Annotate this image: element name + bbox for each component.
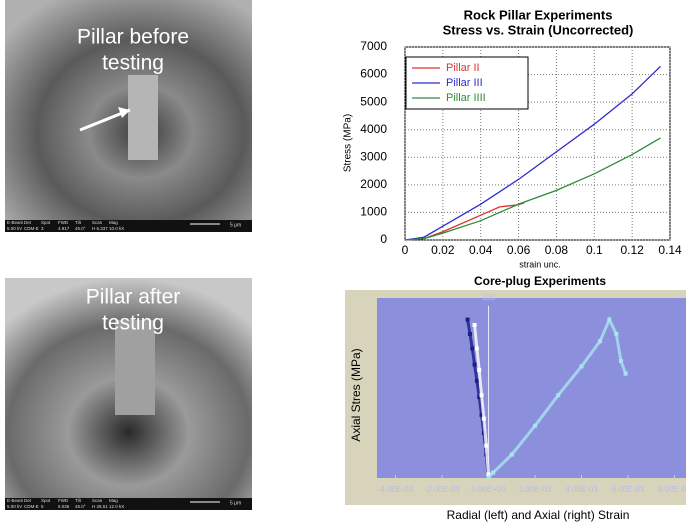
- point: [487, 476, 491, 480]
- info-header: Det: [24, 220, 32, 225]
- x-tick-label: 0.00E+00: [471, 485, 506, 494]
- chart-title: Core-plug Experiments: [474, 274, 606, 288]
- info-value: 45.0°: [75, 504, 86, 509]
- info-header: Scan: [92, 498, 103, 503]
- scale-label: 5 μm: [230, 222, 241, 228]
- info-header: Scan: [92, 220, 103, 225]
- info-header: Spot: [41, 220, 51, 225]
- y-tick-label: 0: [380, 232, 387, 246]
- point: [556, 393, 560, 397]
- info-header: Tilt: [75, 220, 82, 225]
- info-value: 5.00 kV: [7, 504, 22, 509]
- y-tick-label: 2000: [360, 177, 387, 191]
- point: [533, 424, 537, 428]
- info-value: 45.0°: [75, 226, 86, 231]
- x-tick-label: 0.1: [586, 243, 603, 257]
- x-tick-label: 2.00E-03: [519, 485, 552, 494]
- point: [579, 364, 583, 368]
- y-tick-label: 1000: [360, 205, 387, 219]
- point: [598, 339, 602, 343]
- info-value: 4.917: [58, 226, 70, 231]
- point: [619, 359, 623, 363]
- point: [473, 363, 477, 367]
- x-tick-label: -4.00E-03: [378, 485, 414, 494]
- legend-label: Pillar IIII: [446, 92, 486, 104]
- info-value: 5.036: [58, 504, 70, 509]
- y-tick-label: 6000: [360, 67, 387, 81]
- point: [624, 372, 628, 376]
- y-tick-label: 3000: [360, 149, 387, 163]
- info-header: Spot: [41, 498, 51, 503]
- x-tick-label: 6.00E-03: [612, 485, 645, 494]
- pillar: [128, 75, 158, 160]
- x-tick-label: 4.00E-03: [565, 485, 598, 494]
- point: [475, 346, 479, 350]
- caption: testing: [102, 52, 164, 75]
- x-axis-label: Radial (left) and Axial (right) Strain: [447, 508, 630, 522]
- scale-label: 5 μm: [230, 500, 241, 506]
- y-axis-label: Stress (MPa): [343, 114, 354, 172]
- caption: Pillar after: [86, 286, 181, 309]
- point: [484, 444, 488, 448]
- series-line: [405, 203, 524, 240]
- info-header: FWD: [58, 220, 69, 225]
- info-header: Tilt: [75, 498, 82, 503]
- x-tick-label: -2.00E-03: [424, 485, 460, 494]
- x-tick-label: 8.00E-03: [658, 485, 686, 494]
- x-axis-label: strain unc.: [519, 259, 561, 269]
- x-tick-label: 0.12: [620, 243, 644, 257]
- info-header: Mag: [109, 220, 118, 225]
- chart-title: Rock Pillar Experiments: [464, 7, 613, 22]
- point: [607, 318, 611, 322]
- info-header: E-Beam: [7, 498, 24, 503]
- point: [473, 323, 477, 327]
- legend-label: Pillar II: [446, 62, 480, 74]
- y-tick-label: 100: [482, 293, 496, 302]
- x-tick-label: 0.08: [545, 243, 569, 257]
- x-tick-label: 0: [402, 243, 409, 257]
- point: [466, 318, 470, 322]
- point: [468, 332, 472, 336]
- x-tick-label: 0.14: [658, 243, 682, 257]
- x-tick-label: 0.02: [431, 243, 455, 257]
- legend-label: Pillar III: [446, 77, 483, 89]
- point: [614, 332, 618, 336]
- y-tick-label: 7000: [360, 39, 387, 53]
- info-header: FWD: [58, 498, 69, 503]
- point: [477, 368, 481, 372]
- point: [491, 471, 495, 475]
- x-tick-label: 0.06: [507, 243, 531, 257]
- point: [475, 379, 479, 383]
- info-header: Det: [24, 498, 32, 503]
- info-value: CDM-E: [24, 226, 39, 231]
- y-tick-label: 5000: [360, 94, 387, 108]
- point: [470, 346, 474, 350]
- info-value: 10.0 kX: [109, 226, 124, 231]
- info-value: 12.0 kX: [109, 504, 124, 509]
- point: [510, 453, 514, 457]
- x-tick-label: 0.04: [469, 243, 493, 257]
- y-tick-label: 4000: [360, 122, 387, 136]
- info-header: E-Beam: [7, 220, 24, 225]
- point: [480, 393, 484, 397]
- caption: Pillar before: [77, 26, 189, 49]
- info-value: H 6.337: [92, 226, 108, 231]
- y-axis-label: Axial Stres (MPa): [349, 348, 363, 441]
- caption: testing: [102, 312, 164, 335]
- slide: Pillar beforetestingE-Beam5.00 kVDetCDM-…: [0, 0, 686, 524]
- point: [482, 417, 486, 421]
- info-value: H 28.51: [92, 504, 108, 509]
- info-value: 5.00 kV: [7, 226, 22, 231]
- info-value: CDM-E: [24, 504, 39, 509]
- chart-subtitle: Stress vs. Strain (Uncorrected): [443, 22, 634, 37]
- info-header: Mag: [109, 498, 118, 503]
- plot-area: [377, 298, 686, 478]
